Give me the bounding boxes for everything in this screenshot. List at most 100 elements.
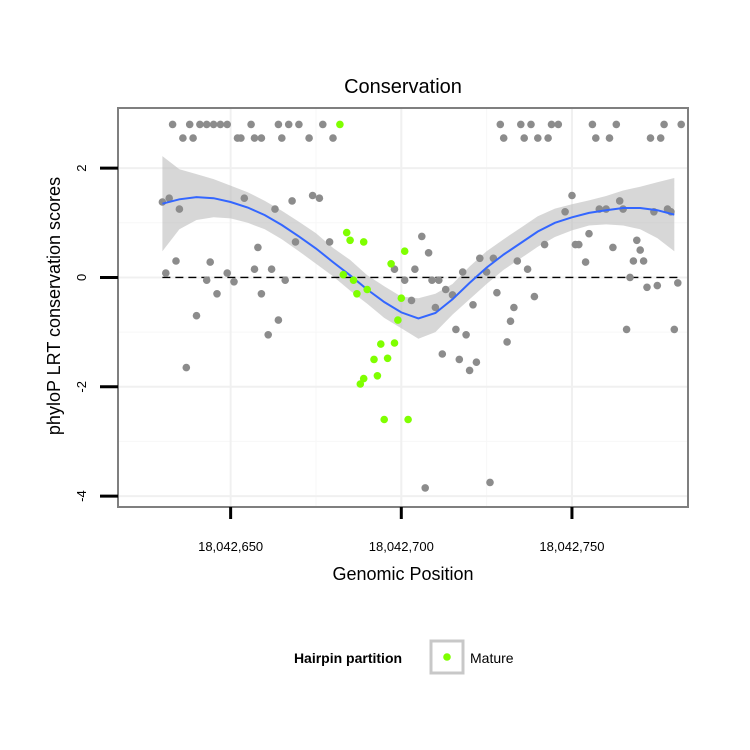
data-point-mature [346, 236, 354, 245]
data-point [424, 249, 433, 257]
data-point [264, 331, 273, 339]
smooth-line [162, 196, 675, 320]
data-point [615, 197, 624, 205]
x-tick-label: 18,042,700 [369, 539, 434, 554]
data-point [250, 134, 259, 142]
data-point [185, 120, 194, 129]
data-point [530, 292, 539, 301]
data-point [643, 283, 651, 292]
data-point [209, 120, 218, 129]
data-point [281, 276, 290, 285]
data-point [274, 120, 283, 129]
data-point [653, 281, 662, 290]
data-point [189, 134, 197, 142]
data-point [575, 240, 583, 249]
data-point [540, 240, 549, 249]
data-point [626, 273, 634, 282]
data-point [629, 257, 638, 265]
data-point [315, 194, 324, 202]
data-point [418, 232, 426, 241]
data-point [458, 268, 467, 276]
data-point [472, 358, 481, 367]
data-point [421, 484, 430, 492]
data-point-mature [387, 260, 395, 268]
data-point [435, 276, 443, 285]
data-point [182, 363, 191, 372]
data-point [523, 265, 532, 274]
data-point [622, 325, 631, 334]
data-point-mature [394, 316, 402, 324]
data-point [162, 269, 170, 277]
data-point [400, 276, 409, 285]
data-point [636, 246, 644, 254]
x-tick-label: 18,042,750 [539, 539, 604, 554]
data-point [192, 311, 201, 320]
data-point [503, 338, 511, 346]
data-point [646, 134, 655, 142]
data-point-mature [356, 380, 365, 388]
data-point [674, 279, 682, 287]
data-point [168, 120, 177, 129]
data-point [469, 301, 477, 309]
data-point [278, 134, 286, 142]
data-point [165, 194, 173, 202]
x-axis-label: Genomic Position [332, 564, 473, 584]
data-point-mature [359, 374, 368, 383]
data-point [206, 258, 214, 266]
panel-border [117, 107, 689, 508]
data-point [257, 134, 266, 142]
data-point [411, 265, 419, 274]
data-point [452, 325, 460, 334]
data-point-mature [377, 340, 385, 348]
data-point-mature [363, 285, 372, 294]
data-point [329, 134, 337, 142]
y-tick-label: 0 [74, 274, 89, 281]
data-point [223, 269, 231, 277]
data-point-mature [353, 290, 361, 298]
chart-title: Conservation [344, 76, 462, 98]
data-point [250, 265, 259, 274]
data-point [517, 120, 525, 129]
data-point [677, 120, 685, 129]
data-point [438, 350, 447, 358]
data-point [240, 194, 249, 202]
x-tick-label: 18,042,650 [198, 539, 263, 554]
data-point [291, 238, 300, 246]
data-point [202, 120, 211, 129]
data-point [568, 191, 576, 200]
data-point [305, 134, 313, 142]
data-point [247, 120, 255, 129]
data-point [609, 243, 617, 252]
data-point-mature [404, 415, 412, 424]
data-point-mature [400, 247, 409, 255]
data-point [592, 134, 600, 142]
data-point [179, 134, 187, 142]
y-tick-label: -4 [74, 490, 89, 502]
data-point [271, 205, 279, 213]
data-point [544, 134, 552, 142]
data-point [656, 134, 665, 142]
data-point-mature [339, 270, 348, 279]
data-point [670, 325, 679, 334]
data-point [431, 303, 440, 312]
data-point [499, 134, 508, 142]
data-point [476, 254, 484, 263]
data-point [561, 208, 569, 216]
legend: Hairpin partition Mature [294, 639, 514, 675]
legend-title: Hairpin partition [294, 650, 402, 666]
data-point [660, 120, 668, 129]
data-point [633, 236, 641, 245]
data-point-mature [336, 120, 344, 129]
data-point [462, 331, 470, 339]
data-point-mature [383, 354, 392, 363]
data-point [274, 316, 283, 324]
y-tick-label: 2 [74, 164, 89, 171]
data-point [534, 134, 542, 142]
data-point [202, 276, 211, 285]
data-point-mature [373, 372, 382, 380]
data-point [513, 257, 522, 265]
data-point-mature [359, 238, 368, 246]
data-point-mature [370, 355, 378, 364]
data-point [588, 120, 597, 129]
